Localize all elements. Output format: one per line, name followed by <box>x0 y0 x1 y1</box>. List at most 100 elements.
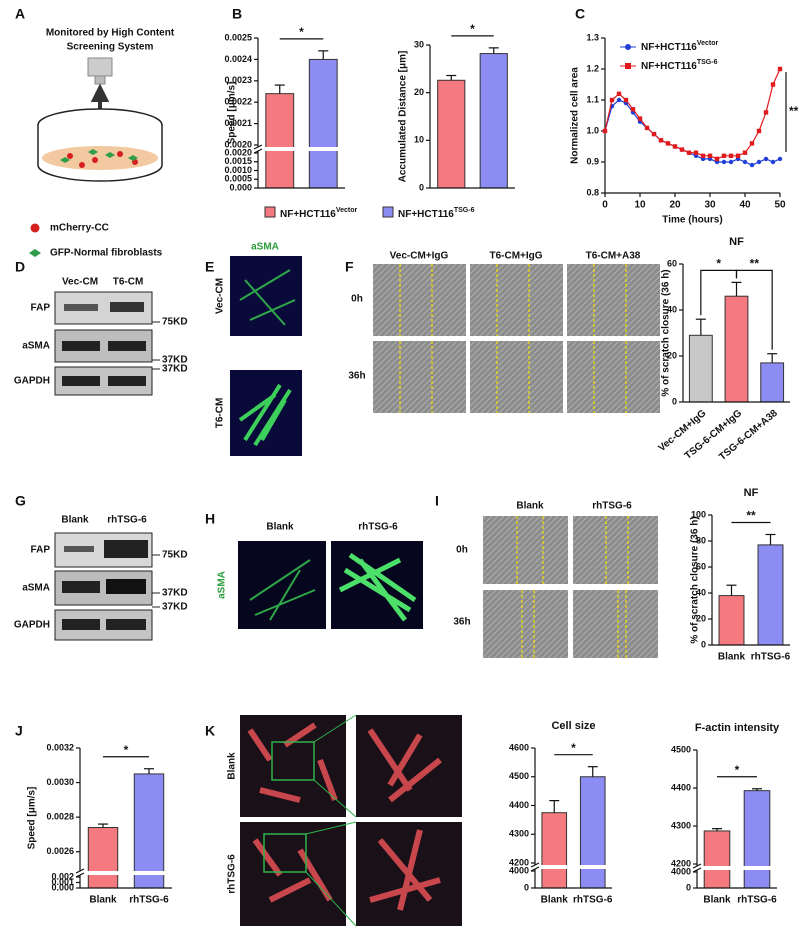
y-axis-label: Accumulated Distance [μm] <box>398 51 409 183</box>
panel-label: A <box>15 6 25 22</box>
y-tick-label: 0 <box>686 882 691 892</box>
bar <box>133 773 165 889</box>
marker-label: 37KD <box>162 588 188 599</box>
point <box>672 144 678 149</box>
x-tick-label: Blank <box>718 652 746 663</box>
panel-label: F <box>345 259 354 275</box>
legend-marker <box>29 249 41 257</box>
panel-label: E <box>205 259 214 275</box>
point <box>616 91 622 96</box>
point <box>749 162 755 168</box>
y-tick-label: 0.000 <box>229 182 252 192</box>
y-tick-label: 0.9 <box>586 156 599 166</box>
x-tick-label: 40 <box>739 200 751 211</box>
marker-label: 37KD <box>162 364 188 375</box>
point <box>714 156 720 162</box>
point <box>630 107 636 112</box>
chart-title: NF <box>729 236 744 248</box>
axis-break <box>74 871 172 875</box>
y-tick-label: 0.0028 <box>46 812 74 822</box>
y-tick-label: 60 <box>696 561 706 571</box>
x-tick-label: Blank <box>541 895 569 906</box>
y-tick-label: 0.0025 <box>224 32 252 42</box>
y-tick-label: 0.0024 <box>224 54 252 64</box>
column-label: T6-CM+A38 <box>586 251 641 262</box>
x-tick-label: rhTSG-6 <box>573 895 613 906</box>
column-label: Vec-CM+IgG <box>390 251 449 262</box>
point <box>616 97 622 103</box>
y-tick-label: 4000 <box>671 866 691 876</box>
y-tick-label: 0.0010 <box>224 165 252 175</box>
axis-break-mark <box>530 862 540 872</box>
row-label: rhTSG-6 <box>227 854 238 894</box>
panel-label: J <box>15 723 23 739</box>
y-tick-label: 0.0023 <box>224 75 252 85</box>
bar <box>479 53 508 189</box>
y-tick-label: 1.3 <box>586 32 599 42</box>
y-tick-label: 10 <box>414 135 424 145</box>
bar <box>437 79 466 189</box>
y-tick-label: 0.000 <box>51 882 74 892</box>
y-tick-label: 40 <box>696 587 706 597</box>
y-tick-label: 4000 <box>509 865 529 875</box>
point <box>651 131 657 137</box>
y-axis-label: Normalized cell area <box>570 67 581 164</box>
x-tick-label: 50 <box>774 200 786 211</box>
column-label: T6-CM+IgG <box>489 251 542 262</box>
marker-label: 75KD <box>162 550 188 561</box>
bar <box>541 812 568 889</box>
panel-label: G <box>15 493 26 509</box>
axis-break-mark <box>692 863 702 873</box>
x-tick-label: 10 <box>634 200 646 211</box>
point <box>770 82 776 87</box>
y-tick-label: 0.0022 <box>224 97 252 107</box>
y-tick-label: 4200 <box>509 857 529 867</box>
y-tick-label: 1.0 <box>586 125 599 135</box>
legend-sup: TSG-6 <box>454 207 475 214</box>
significance-label: ** <box>746 509 756 523</box>
axis-break <box>252 147 345 151</box>
marker-tick <box>152 554 160 608</box>
point <box>777 156 783 162</box>
panel-label: C <box>575 6 585 22</box>
bar <box>688 334 713 403</box>
x-tick-label: Blank <box>703 895 731 906</box>
significance-label: * <box>571 741 576 755</box>
bar <box>718 595 745 646</box>
y-tick-label: 20 <box>414 87 424 97</box>
point <box>721 159 727 165</box>
lane-label: Vec-CM <box>62 277 98 288</box>
significance-label: * <box>299 25 304 39</box>
panel-label: H <box>205 511 215 527</box>
y-tick-label: 1.1 <box>586 94 599 104</box>
bar <box>760 362 785 403</box>
y-tick-label: 60 <box>667 258 677 268</box>
column-label: rhTSG-6 <box>592 501 632 512</box>
y-tick-label: 0.0032 <box>46 742 74 752</box>
legend-label: NF+HCT116TSG-6 <box>398 207 475 220</box>
legend-label: NF+HCT116TSG-6 <box>641 59 718 72</box>
y-tick-label: 1.2 <box>586 63 599 73</box>
y-tick-label: 0.0015 <box>224 156 252 166</box>
lane-label: Blank <box>61 515 89 526</box>
point <box>700 153 706 158</box>
column-label: Blank <box>266 522 294 533</box>
column-label: rhTSG-6 <box>358 522 398 533</box>
legend-marker <box>30 223 40 233</box>
y-tick-label: 30 <box>414 39 424 49</box>
micrograph <box>238 541 423 629</box>
y-tick-label: 0.0026 <box>46 846 74 856</box>
bar <box>265 93 295 189</box>
y-tick-label: 4500 <box>671 744 691 754</box>
x-tick-label: 30 <box>704 200 716 211</box>
row-label: 0h <box>456 545 468 556</box>
y-axis-label: % of scratch closure (36 h) <box>690 516 701 643</box>
y-tick-label: 4300 <box>509 829 529 839</box>
significance-label: * <box>735 763 740 777</box>
legend-name: NF+HCT116 <box>280 209 336 220</box>
point <box>770 159 776 165</box>
legend-name: NF+HCT116 <box>641 61 697 72</box>
y-tick-label: 100 <box>691 509 706 519</box>
legend-label: mCherry-CC <box>50 223 109 234</box>
row-label: GAPDH <box>14 620 50 631</box>
